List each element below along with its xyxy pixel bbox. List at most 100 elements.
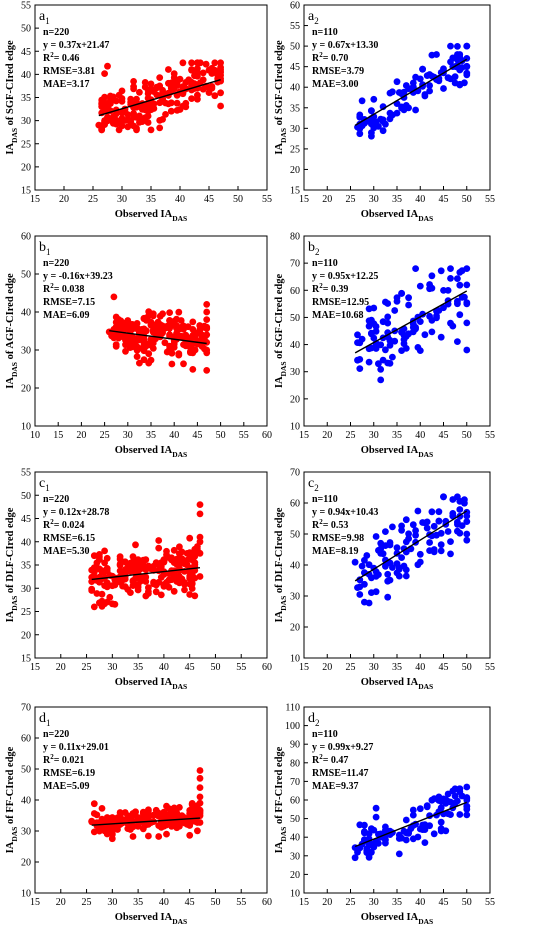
y-tick-label: 80: [290, 758, 300, 769]
x-tick-label: 35: [392, 897, 402, 908]
data-point: [132, 561, 139, 569]
data-point: [186, 822, 194, 829]
x-tick-label: 55: [485, 430, 495, 441]
data-point: [421, 826, 429, 833]
data-point: [126, 559, 134, 567]
data-point: [211, 92, 219, 100]
x-tick-label: 30: [107, 897, 117, 908]
y-tick-label: 50: [21, 24, 31, 35]
data-point: [129, 336, 136, 344]
y-tick-label: 20: [290, 623, 300, 634]
data-point: [430, 522, 438, 530]
data-point: [402, 816, 410, 824]
data-point: [191, 334, 199, 341]
stat-line: RMSE=3.79: [312, 66, 364, 77]
data-point: [456, 529, 464, 537]
data-point: [196, 819, 204, 826]
data-point: [395, 572, 403, 580]
data-point: [409, 79, 417, 87]
y-tick-label: 50: [21, 765, 31, 776]
x-tick-label: 20: [322, 194, 332, 205]
regression-line: [354, 290, 468, 354]
data-point: [196, 510, 204, 518]
regression-line: [91, 817, 201, 826]
panel-tag: a2: [308, 9, 319, 26]
data-point: [186, 831, 194, 839]
x-tick-label: 30: [369, 662, 379, 673]
data-point: [379, 127, 387, 135]
plot-frame: [34, 706, 268, 894]
data-point: [129, 823, 137, 831]
data-point: [437, 547, 445, 555]
data-point: [356, 576, 364, 584]
panel-c1: 15 20 25 30 35 40 45 50 55 60 15 20 25 30 35 40 45 50 55 Ob…: [5, 468, 272, 692]
data-point: [416, 550, 424, 558]
stat-line: RMSE=3.81: [43, 66, 95, 77]
data-point: [386, 337, 394, 345]
x-tick-label: 55: [485, 194, 495, 205]
data-point: [170, 804, 178, 812]
data-point: [150, 580, 158, 588]
data-point: [88, 818, 96, 826]
data-point: [463, 265, 471, 272]
data-point: [363, 847, 371, 854]
data-point: [147, 106, 155, 114]
data-point: [356, 844, 364, 852]
y-tick-label: 110: [285, 703, 300, 714]
data-point: [372, 118, 380, 126]
regression-line: [91, 567, 201, 581]
y-tick-label: 30: [21, 346, 31, 357]
data-point: [426, 71, 433, 78]
x-tick-label: 25: [100, 430, 110, 441]
x-tick-label: 35: [392, 662, 402, 673]
x-tick-label: 50: [216, 430, 226, 441]
data-point: [186, 534, 194, 542]
x-tick-label: 40: [159, 662, 169, 673]
data-point: [356, 111, 364, 119]
data-point: [189, 366, 197, 373]
data-point: [368, 316, 375, 324]
data-point: [134, 814, 142, 821]
data-point: [194, 95, 201, 103]
y-tick-label: 30: [290, 851, 300, 862]
data-point: [365, 358, 373, 366]
data-point: [440, 493, 447, 501]
data-point: [147, 318, 155, 326]
y-axis-title: IADAS of SGF-CIred edge: [274, 40, 288, 155]
stat-line: MAE=9.37: [312, 781, 359, 792]
data-point: [384, 593, 392, 601]
data-point: [136, 119, 143, 126]
regression-line: [109, 330, 207, 345]
x-axis-title: Observed IADAS: [361, 677, 433, 691]
data-point: [115, 334, 122, 342]
data-point: [463, 796, 471, 804]
x-tick-label: 25: [82, 897, 92, 908]
data-point: [132, 575, 139, 582]
data-point: [194, 59, 201, 67]
data-point: [134, 823, 142, 830]
data-point: [142, 578, 150, 585]
panel-b2: 15 20 25 30 35 40 45 50 55 10 20 30 40 50 60 70 80 Observ…: [274, 232, 495, 460]
data-point: [202, 60, 210, 68]
data-point: [435, 77, 443, 85]
data-point: [104, 102, 111, 110]
stat-line: MAE=6.09: [43, 310, 90, 321]
stat-line: MAE=3.00: [312, 79, 359, 90]
data-point: [405, 301, 412, 309]
stat-line: R2= 0.39: [312, 282, 348, 295]
y-tick-label: 70: [21, 703, 31, 714]
data-point: [104, 62, 111, 70]
stat-line: MAE=10.68: [312, 310, 364, 321]
data-point: [440, 65, 447, 73]
data-point: [454, 51, 461, 58]
x-tick-label: 45: [185, 662, 195, 673]
data-point: [166, 347, 174, 355]
data-point: [188, 59, 196, 67]
y-tick-label: 70: [290, 777, 300, 788]
data-point: [377, 539, 385, 547]
data-point: [137, 561, 145, 569]
y-tick-label: 20: [290, 870, 300, 881]
data-point: [377, 376, 385, 384]
data-point: [165, 100, 172, 108]
